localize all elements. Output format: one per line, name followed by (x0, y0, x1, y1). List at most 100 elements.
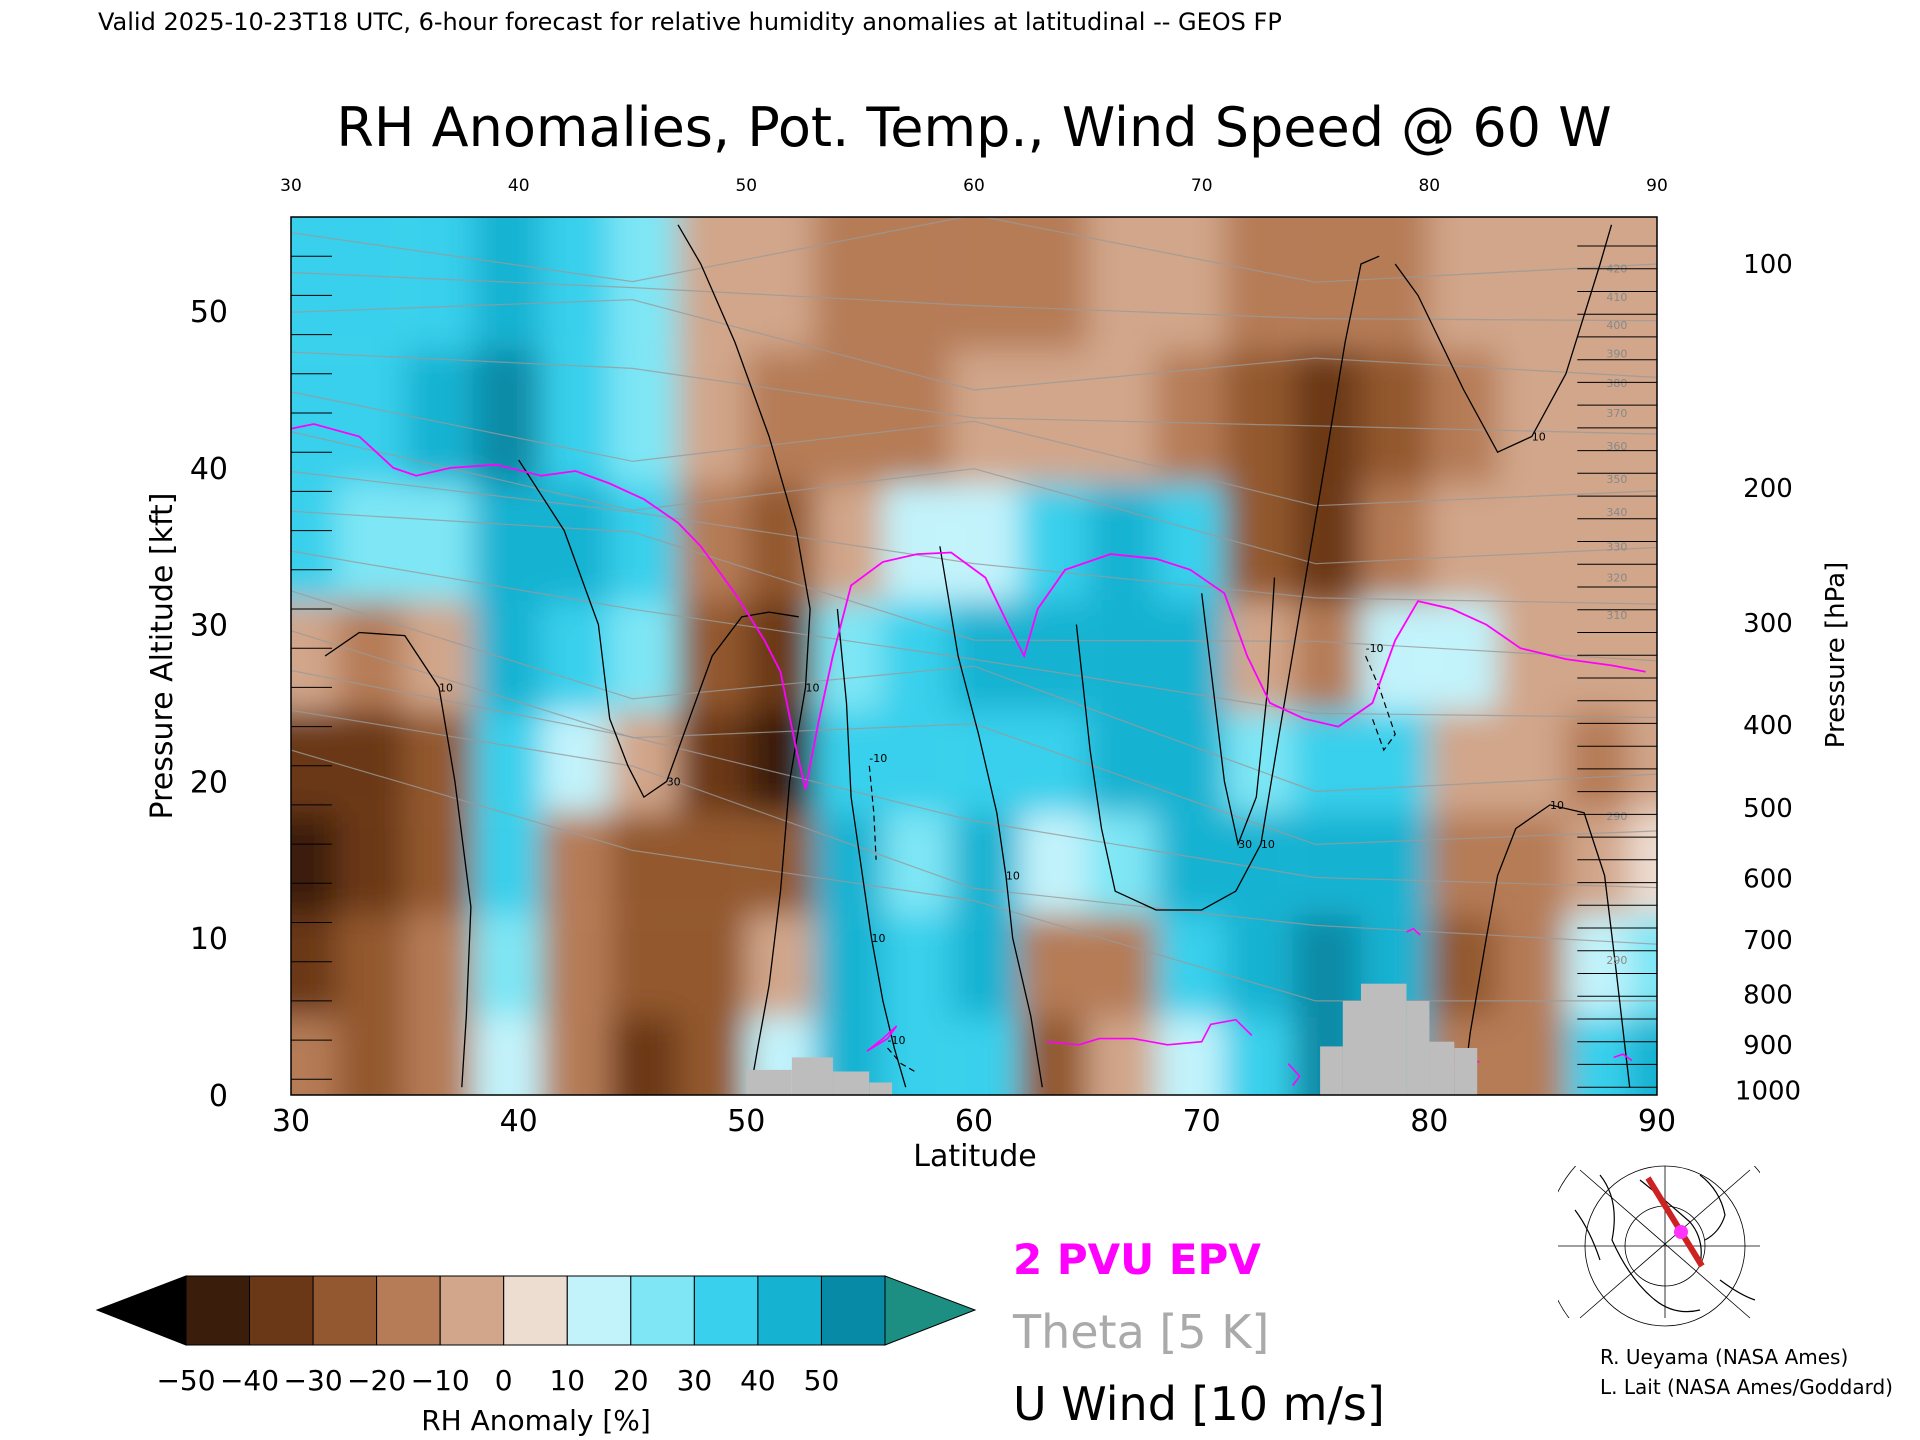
colorbar: −50 −40 −30 −20 −10 0 10 20 30 40 50 RH Anomaly [%… (95, 1275, 977, 1437)
pressure-tick-label: 800 (1743, 981, 1793, 1011)
wind-contour-label: 30 (667, 775, 681, 788)
rh-cell (1087, 601, 1157, 711)
x-tick-label: 60 (955, 1104, 993, 1139)
wind-contour-label: 10 (1532, 431, 1546, 444)
x-top-tick-label: 50 (735, 176, 757, 196)
rh-cell (1292, 217, 1361, 351)
rh-cell (1156, 812, 1225, 915)
rh-cell (746, 217, 815, 351)
theta-label: 320 (1606, 572, 1627, 585)
x-axis-label: Latitude (913, 1139, 1036, 1174)
rh-cell (1361, 217, 1430, 351)
rh-cell (1087, 483, 1157, 602)
rh-cell (1429, 601, 1498, 711)
rh-cell (609, 601, 678, 711)
theta-line (291, 351, 1657, 435)
rh-cell (473, 710, 542, 813)
rh-cell (291, 812, 337, 915)
rh-cell (746, 710, 815, 813)
theta-line (291, 630, 1657, 846)
rh-cell (1019, 483, 1088, 602)
rh-cell (1292, 350, 1361, 484)
rh-cell (1565, 812, 1629, 915)
rh-cell (336, 812, 405, 915)
rh-cell (541, 217, 610, 351)
theta-label: 410 (1606, 291, 1627, 304)
rh-cell (1156, 217, 1225, 351)
rh-cell (1497, 914, 1566, 1017)
rh-cell (1565, 483, 1629, 602)
colorbar-cell (439, 1275, 505, 1346)
rh-cell (291, 350, 337, 484)
rh-cell (1429, 914, 1498, 1017)
rh-cell (678, 710, 747, 813)
rh-cell (541, 483, 610, 602)
rh-cell (678, 217, 747, 351)
rh-cell (1156, 601, 1225, 711)
rh-cell (746, 350, 815, 484)
rh-cell (1156, 710, 1225, 813)
wind-contour-label: -10 (869, 752, 887, 765)
x-top-tick-label: 40 (508, 176, 530, 196)
rh-cell (1361, 601, 1430, 711)
rh-cell (1224, 1016, 1293, 1095)
rh-cell (1019, 601, 1088, 711)
colorbar-cell (249, 1275, 314, 1346)
rh-cell (473, 914, 542, 1017)
rh-cell (951, 217, 1020, 351)
y-tick-label: 30 (190, 609, 228, 644)
pressure-tick-label: 100 (1743, 250, 1793, 280)
pressure-inner-ticks (291, 245, 1657, 1088)
rh-cell (951, 812, 1020, 915)
rh-cell (1361, 710, 1430, 813)
wind-contours: 10 10 30 10 10 10 30 10 10 -10 -10 -10 (324, 224, 1631, 1088)
rh-cell (336, 217, 405, 351)
rh-cell (336, 1016, 405, 1095)
colorbar-cell (185, 1275, 250, 1346)
rh-cell (1292, 483, 1361, 602)
rh-cell (1628, 217, 1657, 351)
x-top-tick-label: 30 (280, 176, 302, 196)
rh-cell (1565, 914, 1629, 1017)
wind-contour-line (836, 608, 907, 1088)
wind-contour-line (1201, 577, 1276, 847)
wind-contour-line (677, 224, 811, 1088)
terrain-block (1454, 1048, 1478, 1095)
wind-contour-label: 10 (806, 681, 820, 694)
rh-cell (951, 601, 1020, 711)
terrain-block (1342, 1000, 1361, 1095)
theta-line (291, 470, 1657, 605)
rh-cell (814, 217, 883, 351)
theta-line (291, 299, 1657, 391)
track-line (1645, 1176, 1705, 1268)
colorbar-tick-label: 20 (613, 1364, 649, 1397)
colorbar-tick-label: 0 (495, 1364, 513, 1397)
pressure-tick-label: 400 (1743, 711, 1793, 741)
plot-frame (290, 216, 1658, 1096)
terrain-block (869, 1082, 893, 1095)
rh-cell (541, 1016, 610, 1095)
colorbar-tick-label: −20 (347, 1364, 406, 1397)
rh-cell (814, 812, 883, 915)
colorbar-cell (376, 1275, 441, 1346)
colorbar-cell (566, 1275, 632, 1346)
rh-cell (1361, 812, 1430, 915)
x-top-tick-label: 80 (1418, 176, 1440, 196)
x-tick-label: 30 (272, 1104, 310, 1139)
rh-cell (404, 483, 474, 602)
rh-cell (1019, 217, 1088, 351)
rh-cell (814, 350, 883, 484)
rh-cell (1429, 350, 1498, 484)
colorbar-tick-label: −30 (284, 1364, 343, 1397)
rh-cell (1565, 1016, 1629, 1095)
rh-cell (404, 217, 474, 351)
pv-2pvu-blob (1287, 1063, 1301, 1087)
rh-cell (609, 483, 678, 602)
rh-cell (882, 601, 952, 711)
credit-line-1: R. Ueyama (NASA Ames) (1600, 1345, 1848, 1369)
rh-cell (1224, 483, 1293, 602)
colorbar-tick-label: 40 (740, 1364, 776, 1397)
wind-contour-label: 30 (1238, 838, 1252, 851)
rh-cell (1224, 914, 1293, 1017)
wind-contour-label: -10 (888, 1034, 906, 1047)
